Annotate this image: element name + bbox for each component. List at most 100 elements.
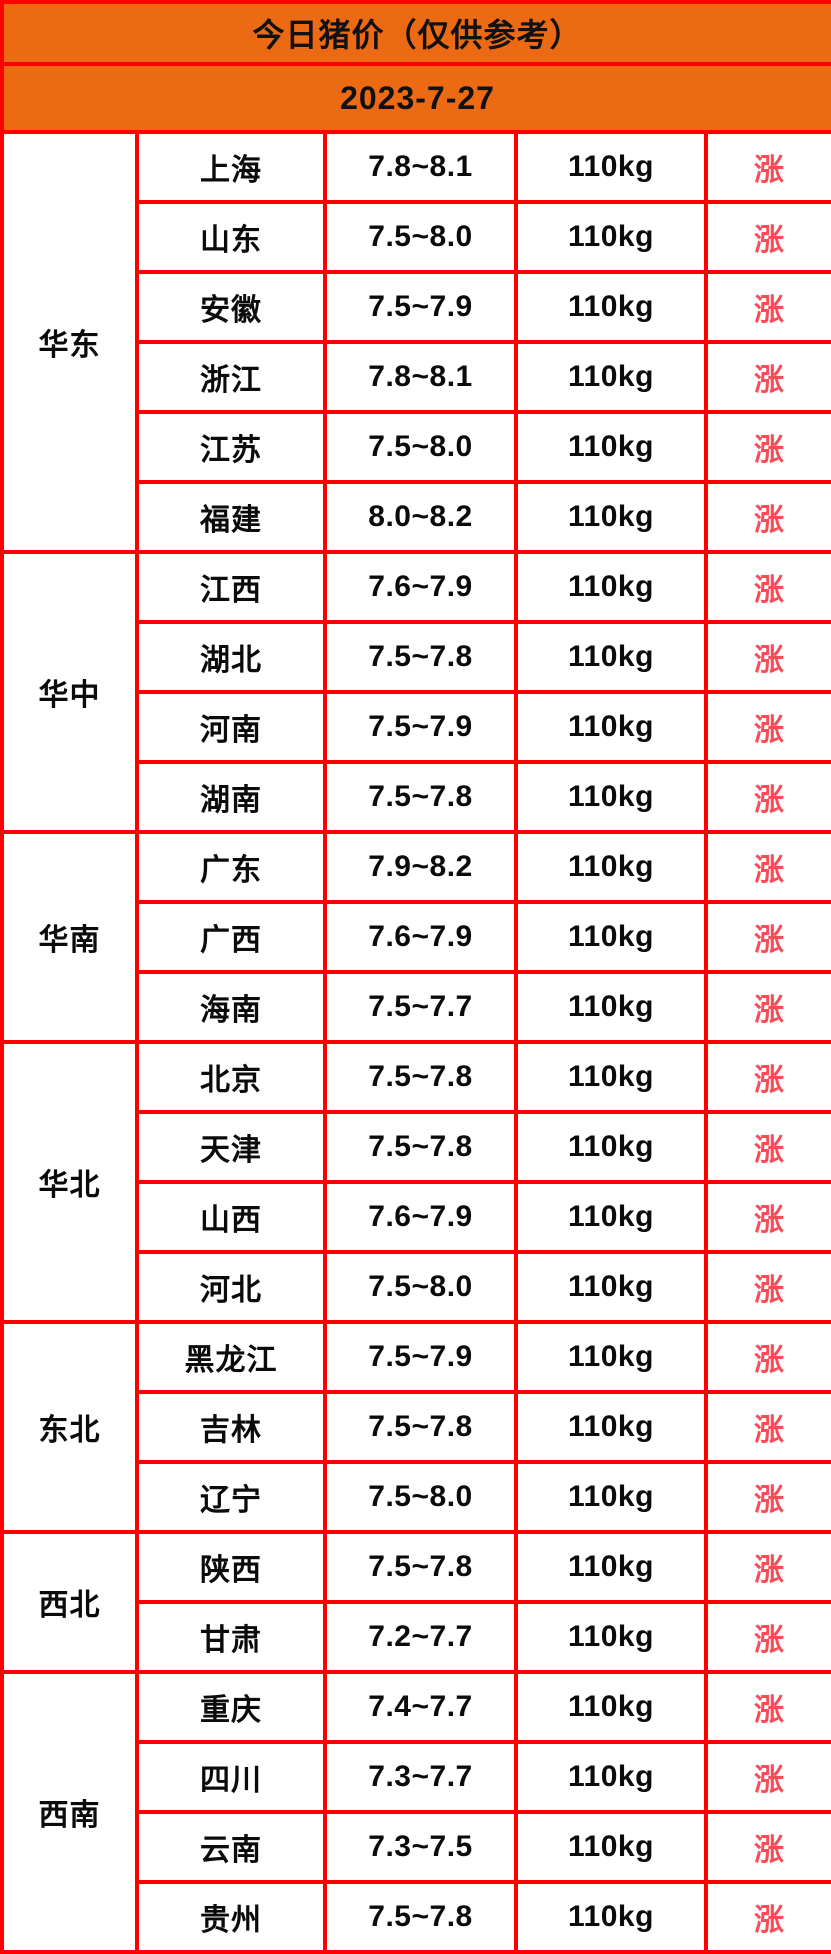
weight-cell: 110kg: [514, 830, 708, 904]
province-cell: 安徽: [135, 270, 327, 344]
province-cell: 上海: [135, 130, 327, 204]
weight-cell: 110kg: [514, 760, 708, 834]
weight-cell: 110kg: [514, 690, 708, 764]
trend-cell: 涨: [703, 1250, 831, 1324]
trend-cell: 涨: [703, 1110, 831, 1184]
weight-cell: 110kg: [514, 410, 708, 484]
province-cell: 四川: [135, 1740, 327, 1814]
weight-cell: 110kg: [514, 1740, 708, 1814]
price-range-cell: 7.5~8.0: [323, 200, 518, 274]
trend-cell: 涨: [703, 1810, 831, 1884]
province-cell: 北京: [135, 1040, 327, 1114]
table-row: 河北 7.5~8.0 110kg 涨: [2, 1250, 831, 1324]
price-range-cell: 7.5~7.8: [323, 1040, 518, 1114]
trend-cell: 涨: [703, 620, 831, 694]
price-range-cell: 7.5~8.0: [323, 1250, 518, 1324]
table-row: 海南 7.5~7.7 110kg 涨: [2, 970, 831, 1044]
table-date: 2023-7-27: [0, 62, 831, 134]
weight-cell: 110kg: [514, 1390, 708, 1464]
price-range-cell: 7.5~7.8: [323, 620, 518, 694]
weight-cell: 110kg: [514, 1460, 708, 1534]
province-cell: 云南: [135, 1810, 327, 1884]
trend-cell: 涨: [703, 900, 831, 974]
price-range-cell: 8.0~8.2: [323, 480, 518, 554]
table-row: 河南 7.5~7.9 110kg 涨: [2, 690, 831, 764]
table-row: 华中 江西 7.6~7.9 110kg 涨: [0, 550, 831, 834]
region-cell: 西北: [0, 1530, 139, 1674]
weight-cell: 110kg: [514, 1600, 708, 1674]
table-row: 江苏 7.5~8.0 110kg 涨: [2, 410, 831, 484]
price-range-cell: 7.3~7.7: [323, 1740, 518, 1814]
province-cell: 河南: [135, 690, 327, 764]
region-cell: 华中: [0, 550, 139, 834]
price-range-cell: 7.5~7.8: [323, 1530, 518, 1604]
weight-cell: 110kg: [514, 340, 708, 414]
province-cell: 辽宁: [135, 1460, 327, 1534]
table-row: 安徽 7.5~7.9 110kg 涨: [2, 270, 831, 344]
province-cell: 江苏: [135, 410, 327, 484]
page-title: 今日猪价（仅供参考）: [0, 0, 831, 66]
table-row: 山东 7.5~8.0 110kg 涨: [2, 200, 831, 274]
trend-cell: 涨: [703, 970, 831, 1044]
price-range-cell: 7.5~7.8: [323, 760, 518, 834]
table-row: 湖北 7.5~7.8 110kg 涨: [2, 620, 831, 694]
weight-cell: 110kg: [514, 1110, 708, 1184]
table-row: 福建 8.0~8.2 110kg 涨: [2, 480, 831, 554]
province-cell: 陕西: [135, 1530, 327, 1604]
table-row: 湖南 7.5~7.8 110kg 涨: [2, 760, 831, 834]
trend-cell: 涨: [703, 760, 831, 834]
province-cell: 福建: [135, 480, 327, 554]
province-cell: 河北: [135, 1250, 327, 1324]
weight-cell: 110kg: [514, 1670, 708, 1744]
trend-cell: 涨: [703, 690, 831, 764]
price-range-cell: 7.5~7.8: [323, 1390, 518, 1464]
weight-cell: 110kg: [514, 1530, 708, 1604]
table-row: 西南 重庆 7.4~7.7 110kg 涨: [0, 1670, 831, 1954]
price-range-cell: 7.8~8.1: [323, 340, 518, 414]
price-range-cell: 7.5~7.9: [323, 690, 518, 764]
weight-cell: 110kg: [514, 1180, 708, 1254]
trend-cell: 涨: [703, 130, 831, 204]
province-cell: 甘肃: [135, 1600, 327, 1674]
trend-cell: 涨: [703, 410, 831, 484]
region-cell: 东北: [0, 1320, 139, 1534]
title-row: 今日猪价（仅供参考）: [0, 0, 831, 66]
table-row: 四川 7.3~7.7 110kg 涨: [2, 1740, 831, 1814]
weight-cell: 110kg: [514, 970, 708, 1044]
province-cell: 海南: [135, 970, 327, 1044]
table-row: 天津 7.5~7.8 110kg 涨: [2, 1110, 831, 1184]
region-cell: 华北: [0, 1040, 139, 1324]
trend-cell: 涨: [703, 1880, 831, 1954]
region-cell: 西南: [0, 1670, 139, 1954]
price-range-cell: 7.6~7.9: [323, 550, 518, 624]
province-cell: 广东: [135, 830, 327, 904]
province-cell: 吉林: [135, 1390, 327, 1464]
table-row: 吉林 7.5~7.8 110kg 涨: [2, 1390, 831, 1464]
table-row: 甘肃 7.2~7.7 110kg 涨: [2, 1600, 831, 1674]
province-cell: 山西: [135, 1180, 327, 1254]
province-cell: 山东: [135, 200, 327, 274]
weight-cell: 110kg: [514, 900, 708, 974]
price-range-cell: 7.9~8.2: [323, 830, 518, 904]
weight-cell: 110kg: [514, 1810, 708, 1884]
trend-cell: 涨: [703, 480, 831, 554]
price-range-cell: 7.5~7.8: [323, 1110, 518, 1184]
table-row: 东北 黑龙江 7.5~7.9 110kg 涨: [0, 1320, 831, 1534]
weight-cell: 110kg: [514, 620, 708, 694]
trend-cell: 涨: [703, 1530, 831, 1604]
price-range-cell: 7.6~7.9: [323, 900, 518, 974]
province-cell: 湖南: [135, 760, 327, 834]
trend-cell: 涨: [703, 1040, 831, 1114]
price-range-cell: 7.5~8.0: [323, 410, 518, 484]
trend-cell: 涨: [703, 270, 831, 344]
trend-cell: 涨: [703, 1320, 831, 1394]
trend-cell: 涨: [703, 1670, 831, 1744]
trend-cell: 涨: [703, 1460, 831, 1534]
weight-cell: 110kg: [514, 480, 708, 554]
table-row: 山西 7.6~7.9 110kg 涨: [2, 1180, 831, 1254]
price-range-cell: 7.8~8.1: [323, 130, 518, 204]
weight-cell: 110kg: [514, 1250, 708, 1324]
trend-cell: 涨: [703, 1600, 831, 1674]
province-cell: 天津: [135, 1110, 327, 1184]
province-cell: 贵州: [135, 1880, 327, 1954]
